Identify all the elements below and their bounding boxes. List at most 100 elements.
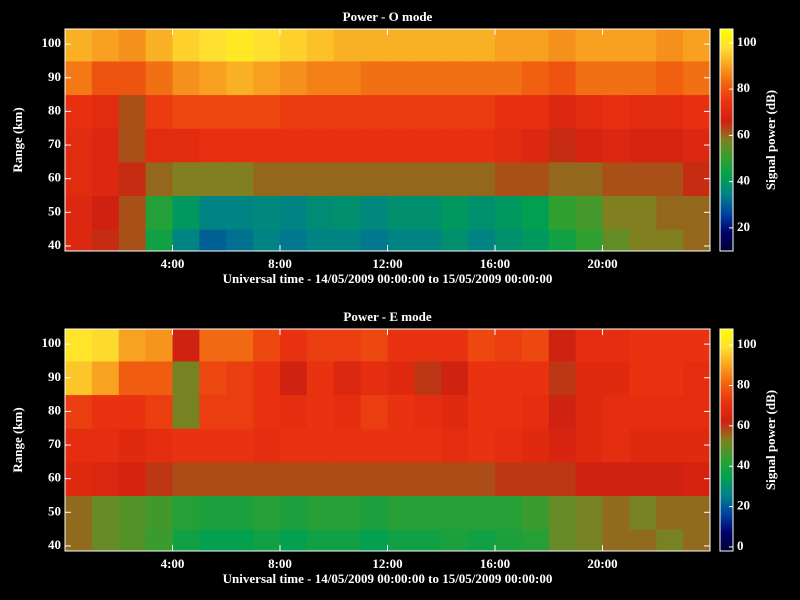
heatmap-cell bbox=[656, 428, 684, 463]
heatmap-cell bbox=[521, 195, 550, 230]
heatmap-cell bbox=[199, 29, 227, 62]
heatmap-cell bbox=[495, 128, 523, 163]
heatmap-cell bbox=[521, 461, 550, 496]
heatmap-cell bbox=[602, 161, 630, 196]
heatmap-cell bbox=[360, 229, 388, 251]
heatmap-cell bbox=[495, 195, 523, 230]
heatmap-cell bbox=[118, 394, 147, 429]
heatmap-cell bbox=[172, 360, 200, 396]
heatmap-cell bbox=[172, 394, 200, 429]
colorbar bbox=[719, 28, 734, 252]
heatmap-cell bbox=[280, 495, 308, 530]
heatmap-cell bbox=[253, 394, 281, 429]
x-tick-label: 16:00 bbox=[480, 556, 510, 571]
heatmap-cell bbox=[521, 60, 550, 96]
heatmap-cell bbox=[521, 529, 550, 551]
heatmap-cell bbox=[602, 229, 630, 251]
heatmap-cell bbox=[548, 161, 577, 196]
heatmap-cell bbox=[468, 428, 496, 463]
heatmap-cell bbox=[145, 94, 173, 129]
heatmap-cell bbox=[226, 495, 254, 530]
heatmap-cell bbox=[441, 94, 469, 129]
heatmap-cell bbox=[629, 495, 657, 530]
heatmap-cell bbox=[306, 161, 335, 196]
heatmap-cell bbox=[629, 128, 657, 163]
heatmap-cell bbox=[387, 94, 415, 129]
heatmap-cell bbox=[333, 461, 362, 496]
heatmap-cell bbox=[521, 229, 550, 251]
heatmap-cell bbox=[118, 329, 147, 362]
heatmap-cell bbox=[226, 329, 254, 362]
heatmap-cell bbox=[414, 229, 442, 251]
heatmap-cell bbox=[280, 60, 308, 96]
heatmap-cell bbox=[468, 60, 496, 96]
heatmap-cell bbox=[333, 394, 362, 429]
heatmap-cell bbox=[468, 94, 496, 129]
heatmap-cell bbox=[172, 461, 200, 496]
heatmap-cell bbox=[656, 529, 684, 551]
heatmap-cell bbox=[495, 29, 523, 62]
heatmap-cell bbox=[226, 128, 254, 163]
heatmap-cell bbox=[575, 428, 603, 463]
heatmap-cell bbox=[414, 29, 442, 62]
heatmap-cell bbox=[360, 161, 388, 196]
heatmap-cell bbox=[575, 495, 603, 530]
heatmap-cell bbox=[387, 394, 415, 429]
heatmap-cell bbox=[280, 229, 308, 251]
heatmap-cell bbox=[548, 94, 577, 129]
colorbar-tick-label: 40 bbox=[737, 173, 750, 188]
heatmap-cell bbox=[145, 461, 173, 496]
heatmap-cell bbox=[387, 360, 415, 396]
heatmap-cell bbox=[468, 360, 496, 396]
heatmap-cell bbox=[468, 161, 496, 196]
heatmap-cell bbox=[280, 360, 308, 396]
heatmap-cell bbox=[468, 529, 496, 551]
heatmap-cell bbox=[521, 329, 550, 362]
heatmap-cell bbox=[575, 94, 603, 129]
x-tick-label: 16:00 bbox=[480, 256, 510, 271]
heatmap-cell bbox=[91, 60, 120, 96]
heatmap-cell bbox=[65, 529, 93, 551]
heatmap-cell bbox=[441, 360, 469, 396]
heatmap-cell bbox=[414, 360, 442, 396]
colorbar-tick-label: 20 bbox=[737, 498, 750, 513]
y-tick-label: 100 bbox=[42, 335, 62, 350]
heatmap-cell bbox=[602, 29, 630, 62]
heatmap-cell bbox=[172, 29, 200, 62]
heatmap-cell bbox=[306, 60, 335, 96]
heatmap-cell bbox=[91, 229, 120, 251]
heatmap-cell bbox=[172, 60, 200, 96]
colorbar-tick-label: 20 bbox=[737, 219, 750, 234]
heatmap-cell bbox=[306, 360, 335, 396]
colorbar-tick-label: 60 bbox=[737, 417, 750, 432]
heatmap-cell bbox=[548, 195, 577, 230]
heatmap-cell bbox=[118, 161, 147, 196]
heatmap-cell bbox=[253, 428, 281, 463]
x-tick-label: 4:00 bbox=[161, 256, 185, 271]
heatmap-cell bbox=[360, 495, 388, 530]
heatmap-cell bbox=[602, 529, 630, 551]
heatmap-cell bbox=[145, 394, 173, 429]
heatmap-cell bbox=[629, 60, 657, 96]
heatmap-cell bbox=[441, 60, 469, 96]
heatmap-cell bbox=[414, 495, 442, 530]
heatmap-cell bbox=[414, 394, 442, 429]
heatmap-cell bbox=[333, 94, 362, 129]
heatmap-cell bbox=[629, 428, 657, 463]
x-tick-label: 4:00 bbox=[161, 556, 185, 571]
heatmap-cell bbox=[199, 195, 227, 230]
heatmap-cell bbox=[656, 29, 684, 62]
heatmap-cell bbox=[414, 161, 442, 196]
heatmap-cell bbox=[441, 529, 469, 551]
heatmap-cell bbox=[253, 161, 281, 196]
heatmap-cell bbox=[521, 394, 550, 429]
heatmap-cell bbox=[387, 428, 415, 463]
heatmap-cell bbox=[468, 195, 496, 230]
colorbar-tick-label: 100 bbox=[737, 336, 757, 351]
y-tick-label: 60 bbox=[48, 170, 61, 185]
heatmap-cell bbox=[306, 29, 335, 62]
heatmap-cell bbox=[280, 529, 308, 551]
colorbar-tick-label: 60 bbox=[737, 126, 750, 141]
heatmap-cell bbox=[548, 495, 577, 530]
heatmap-cell bbox=[629, 29, 657, 62]
